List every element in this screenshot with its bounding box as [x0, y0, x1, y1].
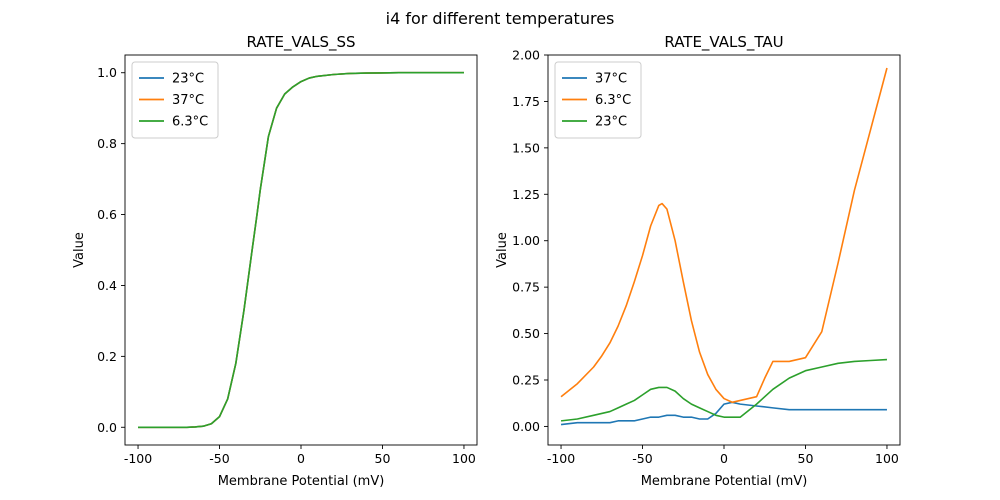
series-line-2 [138, 71, 464, 429]
series-line-0 [560, 401, 887, 426]
subplot-title: RATE_VALS_SS [246, 33, 355, 52]
y-tick-label: 0.00 [512, 419, 540, 434]
series-line-1 [560, 67, 888, 404]
legend: 23°C 37°C 6.3°C [131, 61, 219, 139]
y-tick-label: 0.8 [97, 136, 117, 151]
y-tick-label: 1.00 [512, 233, 540, 248]
y-axis-label: Value [495, 232, 510, 268]
y-tick-label: 1.50 [512, 140, 540, 155]
y-axis-label: Value [72, 232, 87, 268]
series-line-2 [560, 358, 888, 422]
y-tick-label: 0.75 [512, 280, 540, 295]
y-tick-label: 0.25 [512, 373, 540, 388]
x-tick-label: -100 [124, 451, 152, 466]
x-axis-label: Membrane Potential (mV) [218, 474, 385, 489]
y-tick-label: 1.0 [97, 65, 117, 80]
subplot-rate-vals-tau: RATE_VALS_TAU -100 -50 0 50 100 0.00 0.25 0.50 0.… [495, 33, 901, 489]
legend-entry: 23°C [172, 72, 204, 87]
subplot-rate-vals-ss: RATE_VALS_SS -100 -50 0 50 100 0.0 0.2 0.4 0.6 0.8… [72, 33, 478, 489]
x-tick-label: 50 [375, 451, 391, 466]
y-tick-label: 0.50 [512, 326, 540, 341]
y-tick-label: 2.00 [512, 48, 540, 63]
x-tick-label: 0 [297, 451, 305, 466]
legend-box [554, 61, 642, 139]
legend-entry: 6.3°C [172, 115, 208, 130]
y-tick-label: 0.2 [97, 349, 117, 364]
legend-entry: 23°C [595, 115, 627, 130]
x-tick-label: 100 [875, 451, 899, 466]
subplot-title: RATE_VALS_TAU [664, 33, 783, 52]
y-tick-label: 0.6 [97, 207, 117, 222]
x-tick-label: -50 [209, 451, 229, 466]
x-tick-label: 50 [798, 451, 814, 466]
legend-entry: 6.3°C [595, 93, 631, 108]
y-tick-label: 1.75 [512, 94, 540, 109]
y-tick-label: 0.4 [97, 278, 117, 293]
legend: 37°C 6.3°C 23°C [554, 61, 642, 139]
figure-suptitle: i4 for different temperatures [386, 9, 615, 28]
y-tick-label: 1.25 [512, 187, 540, 202]
x-tick-label: 0 [720, 451, 728, 466]
legend-entry: 37°C [172, 93, 204, 108]
y-tick-label: 0.0 [97, 420, 117, 435]
legend-entry: 37°C [595, 72, 627, 87]
legend-box [131, 61, 219, 139]
x-tick-label: -100 [547, 451, 575, 466]
x-axis-label: Membrane Potential (mV) [641, 474, 808, 489]
x-tick-label: 100 [452, 451, 476, 466]
x-tick-label: -50 [632, 451, 652, 466]
